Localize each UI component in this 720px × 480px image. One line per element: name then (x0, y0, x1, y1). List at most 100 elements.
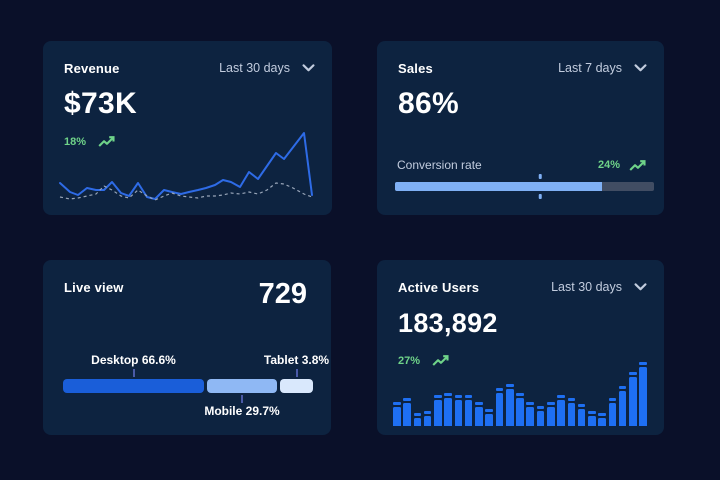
bar-19 (577, 404, 586, 426)
bar-cap (598, 413, 606, 416)
bar-cap (464, 395, 473, 398)
segment-mobile (207, 379, 278, 393)
revenue-period-label: Last 30 days (219, 61, 290, 75)
live-view-card: Live view 729 Desktop 66.6% Mobile 29.7% T… (43, 260, 331, 435)
chevron-down-icon[interactable] (634, 64, 647, 72)
revenue-card-title: Revenue (64, 60, 120, 76)
bar-body (454, 400, 463, 426)
bar-7 (454, 395, 463, 426)
stacked-device-bar (63, 379, 313, 393)
bar-body (608, 403, 617, 426)
revenue-change-badge: 18% (64, 135, 115, 148)
sales-value: 86% (398, 87, 459, 120)
revenue-period-dropdown[interactable]: Last 30 days (219, 61, 315, 75)
dashed-line (59, 182, 313, 201)
bar-cap (588, 411, 596, 414)
bar-17 (557, 395, 565, 426)
chevron-down-icon[interactable] (634, 283, 647, 291)
bar-body (403, 403, 411, 426)
bar-21 (598, 413, 606, 426)
bar-cap (505, 384, 514, 387)
bar-cap (557, 395, 565, 398)
solid-line (59, 132, 313, 200)
bar-body (588, 416, 596, 426)
revenue-card: Revenue Last 30 days $73K 18% (43, 41, 332, 215)
bar-12 (505, 384, 514, 426)
bar-body (618, 391, 627, 426)
bar-cap (567, 398, 576, 401)
conversion-rate-row: Conversion rate 24% (397, 158, 646, 172)
bar-body (434, 400, 442, 426)
bar-body (639, 367, 647, 426)
bar-10 (485, 409, 493, 426)
bar-body (629, 377, 637, 426)
bar-body (546, 407, 555, 426)
bar-body (577, 409, 586, 426)
segment-desktop (63, 379, 205, 393)
sales-card: Sales Last 7 days 86% Conversion rate 24… (377, 41, 664, 215)
bar-body (464, 400, 473, 426)
conversion-progress-bar (395, 174, 654, 199)
bar-cap (546, 402, 555, 405)
active-users-card: Active Users Last 30 days 183,892 27% (377, 260, 664, 435)
segment-connector-mobile (241, 395, 243, 403)
bar-cap (454, 395, 463, 398)
active-users-value: 183,892 (398, 308, 498, 338)
bar-3 (413, 413, 422, 426)
segment-tablet (280, 379, 313, 393)
live-view-card-title: Live view (64, 279, 124, 295)
bar-24 (629, 372, 637, 426)
bar-cap (434, 395, 442, 398)
bar-cap (629, 372, 637, 375)
revenue-value: $73K (64, 87, 137, 120)
progress-fill (395, 182, 603, 191)
bar-15 (536, 406, 545, 426)
bar-body (495, 393, 504, 426)
bar-cap (413, 413, 422, 416)
bar-9 (475, 402, 483, 426)
bar-cap (536, 406, 545, 409)
active-users-period-label: Last 30 days (551, 280, 622, 294)
sales-period-label: Last 7 days (558, 61, 622, 75)
live-view-value: 729 (258, 278, 307, 310)
live-view-card-header: Live view (64, 279, 314, 295)
bar-cap (495, 388, 504, 391)
bar-body (516, 398, 524, 426)
progress-marker-bottom (538, 194, 542, 199)
bar-22 (608, 398, 617, 426)
active-users-card-title: Active Users (398, 279, 480, 295)
active-users-change-badge: 27% (398, 354, 449, 367)
bar-cap (618, 386, 627, 389)
bar-18 (567, 398, 576, 426)
bar-6 (444, 393, 452, 426)
sales-change-badge: 24% (598, 159, 646, 172)
bar-11 (495, 388, 504, 426)
active-users-card-header: Active Users Last 30 days (398, 279, 647, 295)
bar-13 (516, 393, 524, 426)
bar-cap (526, 402, 535, 405)
segment-label-tablet: Tablet 3.8% (263, 353, 330, 367)
bar-20 (588, 411, 596, 426)
bar-cap (393, 402, 401, 405)
bar-cap (475, 402, 483, 405)
bar-body (526, 407, 535, 426)
trending-up-icon (432, 355, 449, 366)
chevron-down-icon[interactable] (302, 64, 315, 72)
bar-cap (608, 398, 617, 401)
sales-card-header: Sales Last 7 days (398, 60, 647, 76)
device-split-chart: Desktop 66.6% Mobile 29.7% Tablet 3.8% (63, 353, 329, 421)
progress-marker-top (538, 174, 542, 179)
trending-up-icon (98, 136, 115, 147)
bar-body (393, 407, 401, 426)
bar-2 (403, 398, 411, 426)
bar-body (598, 418, 606, 426)
active-users-period-dropdown[interactable]: Last 30 days (551, 280, 647, 294)
bar-cap (577, 404, 586, 407)
bar-cap (423, 411, 432, 414)
sales-period-dropdown[interactable]: Last 7 days (558, 61, 647, 75)
bar-body (413, 418, 422, 426)
bar-body (567, 403, 576, 426)
revenue-line-chart (59, 132, 313, 201)
revenue-change-value: 18% (64, 135, 87, 148)
